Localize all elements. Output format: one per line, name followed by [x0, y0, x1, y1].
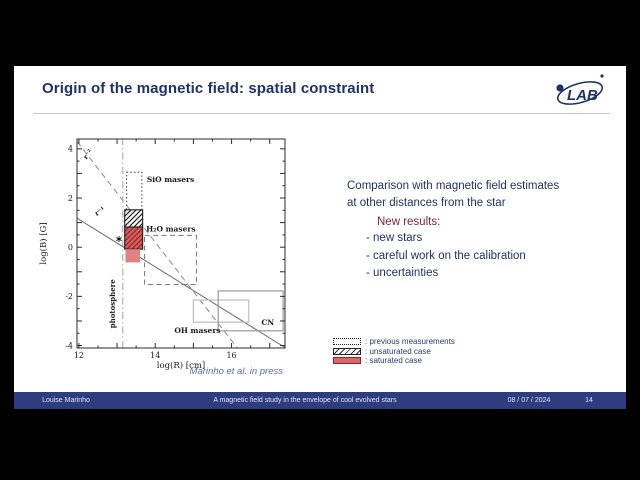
bullet-item: - uncertainties: [366, 267, 439, 279]
red-box-swatch: [333, 357, 361, 365]
comparison-line-2: at other distances from the star: [347, 197, 506, 209]
svg-text:4: 4: [68, 145, 73, 154]
legend-row-unsaturated: : unsaturated case: [333, 347, 455, 357]
svg-text:2: 2: [68, 194, 73, 203]
svg-text:0: 0: [68, 243, 73, 252]
svg-text:OH masers: OH masers: [174, 326, 220, 335]
legend-label: : unsaturated case: [365, 346, 431, 356]
lab-logo: LAB: [550, 69, 610, 115]
svg-text:16: 16: [226, 351, 236, 360]
svg-text:-4: -4: [65, 341, 73, 350]
lab-logo-text: LAB: [567, 87, 598, 104]
svg-text:-2: -2: [65, 292, 73, 301]
slide-title: Origin of the magnetic field: spatial co…: [42, 80, 375, 97]
svg-text:photosphere: photosphere: [108, 279, 117, 329]
footer-deck-title: A magnetic field study in the envelope o…: [213, 397, 397, 404]
bullet-item: - new stars: [366, 232, 423, 244]
new-results-heading: New results:: [377, 216, 441, 228]
legend-label: : previous measurements: [365, 337, 455, 347]
slide: Origin of the magnetic field: spatial co…: [14, 66, 626, 409]
footer-author: Louise Marinho: [42, 397, 90, 404]
bullet-item: - careful work on the calibration: [366, 249, 526, 262]
comparison-text: Comparison with magnetic field estimates…: [347, 178, 559, 212]
lab-orbit-icon: LAB: [556, 74, 604, 105]
svg-text:SiO masers: SiO masers: [147, 175, 194, 184]
svg-text:12: 12: [74, 351, 84, 360]
svg-text:log(R) [cm]: log(R) [cm]: [157, 360, 205, 371]
title-divider: [33, 113, 610, 114]
footer-bar: Louise Marinho A magnetic field study in…: [14, 392, 626, 409]
new-results-list: - new stars - careful work on the calibra…: [366, 230, 526, 283]
plot-attribution: Marinho et al. in press: [189, 366, 283, 377]
magnetic-field-plot: SiO masers H₂O masers OH masers CN 12 14 16 4 2 0…: [38, 138, 286, 371]
legend-row-saturated: : saturated case: [333, 356, 455, 366]
svg-text:14: 14: [150, 351, 160, 360]
comparison-line-1: Comparison with magnetic field estimates: [347, 180, 560, 192]
svg-text:CN: CN: [261, 318, 274, 327]
footer-page-number: 14: [585, 397, 593, 404]
dotted-box-swatch: [333, 338, 361, 346]
legend-row-previous: : previous measurements: [333, 337, 455, 347]
plot-legend: : previous measurements : unsaturated ca…: [333, 337, 455, 366]
svg-text:log(B) [G]: log(B) [G]: [38, 222, 49, 264]
footer-date: 08 / 07 / 2024: [507, 397, 551, 404]
legend-label: : saturated case: [365, 356, 422, 366]
svg-text:H₂O masers: H₂O masers: [146, 224, 195, 233]
hatched-box-swatch: [333, 347, 361, 355]
svg-text:r⁻²: r⁻²: [81, 147, 95, 161]
plot-container: SiO masers H₂O masers OH masers CN 12 14 16 4 2 0…: [36, 135, 300, 379]
svg-text:r⁻¹: r⁻¹: [93, 205, 107, 218]
